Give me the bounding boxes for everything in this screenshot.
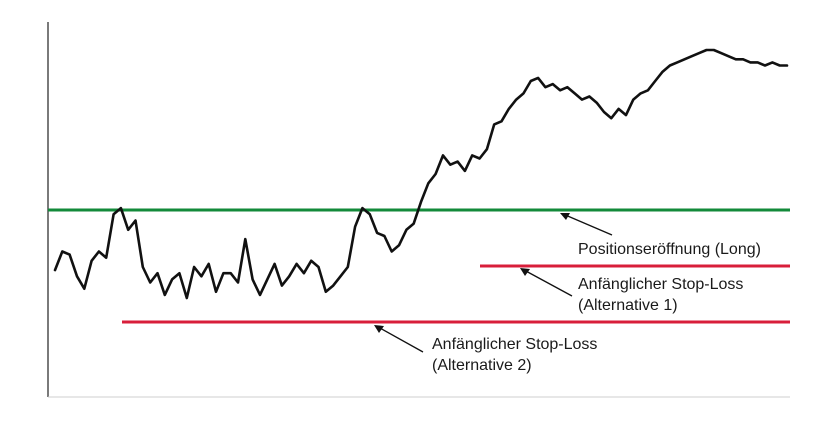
annotation-stop-1-line2: (Alternative 1) bbox=[578, 297, 678, 314]
annotation-stop-2-line1: Anfänglicher Stop-Loss bbox=[432, 336, 597, 353]
annotation-stop-1-line1: Anfänglicher Stop-Loss bbox=[578, 276, 743, 293]
arrow-line-stop-1 bbox=[523, 269, 573, 297]
arrow-line-stop-2 bbox=[377, 326, 424, 353]
arrow-head-entry bbox=[560, 213, 570, 220]
arrow-head-stop-2 bbox=[374, 325, 384, 333]
price-series-line bbox=[53, 48, 789, 300]
arrow-head-stop-1 bbox=[520, 268, 530, 276]
arrow-line-entry bbox=[562, 213, 613, 236]
annotation-entry: Positionseröffnung (Long) bbox=[578, 241, 761, 258]
annotation-stop-2-line2: (Alternative 2) bbox=[432, 357, 532, 374]
